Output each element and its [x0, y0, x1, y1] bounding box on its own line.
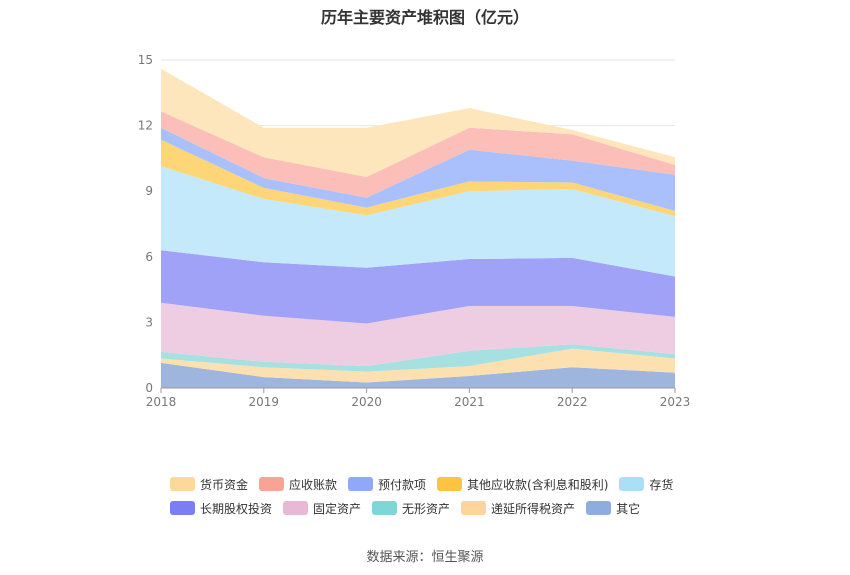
- legend-swatch: [437, 477, 463, 491]
- source-text: 数据来源：恒生聚源: [366, 550, 484, 565]
- legend-label: 递延所得税资产: [491, 501, 576, 516]
- area-series: [161, 68, 675, 177]
- x-tick-label: 2023: [660, 395, 691, 409]
- legend-item[interactable]: 固定资产: [283, 500, 361, 517]
- legend-swatch: [259, 477, 285, 491]
- legend-swatch: [461, 501, 487, 515]
- y-tick-label: 3: [145, 315, 153, 329]
- legend-swatch: [372, 501, 398, 515]
- legend-swatch: [170, 477, 195, 491]
- y-tick-label: 9: [145, 184, 153, 198]
- legend-label: 应收账款: [289, 477, 338, 492]
- legend-item[interactable]: 其他应收款(含利息和股利): [437, 476, 608, 493]
- legend-item[interactable]: 其它: [586, 500, 640, 517]
- legend-item[interactable]: 货币资金: [170, 476, 248, 493]
- area-series: [161, 139, 675, 217]
- legend-row: 货币资金 应收账款 预付款项 其他应收款(含利息和股利) 存货: [170, 472, 690, 496]
- legend-item[interactable]: 长期股权投资: [170, 500, 272, 517]
- y-tick-label: 12: [138, 119, 153, 133]
- area-series: [161, 127, 675, 211]
- area-series: [161, 111, 675, 198]
- stacked-area-chart: 0 3 6 9 12 15 2018 2019 2020 2021 2022 2023: [138, 53, 691, 409]
- legend-item[interactable]: 应收账款: [259, 476, 337, 493]
- legend-label: 无形资产: [402, 501, 451, 516]
- legend-label: 预付款项: [378, 477, 427, 492]
- area-series: [161, 348, 675, 383]
- x-tick-label: 2018: [146, 395, 177, 409]
- area-series: [161, 302, 675, 367]
- legend-item[interactable]: 存货: [619, 476, 673, 493]
- area-series: [161, 362, 675, 388]
- legend-item[interactable]: 无形资产: [372, 500, 450, 517]
- legend-swatch: [170, 501, 195, 515]
- legend-label: 其它: [616, 501, 641, 516]
- x-tick-label: 2019: [249, 395, 280, 409]
- legend: 货币资金 应收账款 预付款项 其他应收款(含利息和股利) 存货 长期股权投资 固定资产 无形…: [170, 472, 690, 520]
- x-tick-label: 2021: [454, 395, 485, 409]
- y-tick-label: 15: [138, 53, 153, 67]
- legend-swatch: [348, 477, 374, 491]
- x-tick-label: 2022: [557, 395, 588, 409]
- legend-item[interactable]: 递延所得税资产: [461, 500, 575, 517]
- area-series: [161, 166, 675, 277]
- legend-label: 存货: [649, 477, 674, 492]
- legend-label: 固定资产: [313, 501, 362, 516]
- chart-title: 历年主要资产堆积图（亿元）: [320, 8, 529, 27]
- legend-item[interactable]: 预付款项: [348, 476, 426, 493]
- legend-row: 长期股权投资 固定资产 无形资产 递延所得税资产 其它: [170, 496, 690, 520]
- legend-swatch: [619, 477, 645, 491]
- y-tick-label: 6: [145, 250, 153, 264]
- y-tick-label: 0: [145, 381, 153, 395]
- legend-swatch: [283, 501, 309, 515]
- area-layer: [161, 68, 675, 388]
- area-series: [161, 250, 675, 324]
- legend-label: 货币资金: [200, 477, 249, 492]
- area-series: [161, 344, 675, 372]
- axis-layer: 0 3 6 9 12 15 2018 2019 2020 2021 2022 2023: [138, 53, 691, 409]
- x-tick-label: 2020: [351, 395, 382, 409]
- legend-label: 其他应收款(含利息和股利): [467, 477, 609, 492]
- legend-label: 长期股权投资: [200, 501, 273, 516]
- legend-swatch: [586, 501, 612, 515]
